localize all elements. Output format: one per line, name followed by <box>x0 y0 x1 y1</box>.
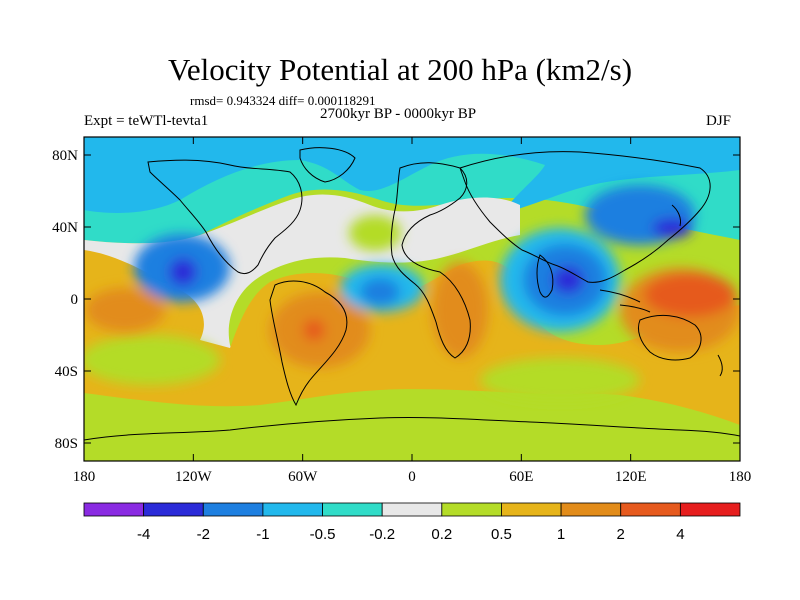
green-patch-south <box>480 358 640 402</box>
colorbar-swatch <box>560 502 622 517</box>
colorbar-label: -0.5 <box>310 526 336 543</box>
colorbar-swatch <box>83 502 145 517</box>
lat-tick-label: 0 <box>71 292 79 308</box>
coast-asia <box>459 151 711 283</box>
blob-east-pacific-orange <box>85 288 165 332</box>
coast-japan <box>671 204 681 227</box>
colorbar-label: 1 <box>557 526 565 543</box>
stats-text: rmsd= 0.943324 diff= 0.000118291 <box>190 93 376 108</box>
lat-tick-label: 40S <box>55 364 78 380</box>
coast-antarctica <box>84 416 740 441</box>
coast-maritime <box>599 289 651 313</box>
blob-japan-core <box>652 218 692 238</box>
blob-atlantic-blue <box>360 278 400 306</box>
colorbar: -4 -2 -1 -0.5 -0.2 0.2 0.5 1 2 4 <box>83 502 741 543</box>
coast-india <box>536 254 554 298</box>
lat-axis: 80N 40N 0 40S 80S <box>52 148 740 452</box>
colorbar-label: 0.2 <box>431 526 452 543</box>
colorbar-swatch <box>501 502 562 517</box>
colorbar-swatch <box>620 502 681 517</box>
colorbar-swatch <box>679 502 741 517</box>
plot-title: Velocity Potential at 200 hPa (km2/s) <box>167 52 633 87</box>
colorbar-label: 0.5 <box>491 526 512 543</box>
coast-south-america <box>269 280 348 407</box>
lon-axis: 180 120W 60W 0 60E 120E 180 <box>73 137 752 485</box>
lon-tick-label: 180 <box>729 469 752 485</box>
lon-tick-label: 120W <box>175 469 213 485</box>
colorbar-label: -1 <box>256 526 269 543</box>
coast-north-america <box>147 159 303 275</box>
colorbar-label: -2 <box>197 526 210 543</box>
lat-tick-label: 80N <box>52 148 78 164</box>
blob-indian-ocean-core <box>552 266 584 294</box>
colorbar-label: 4 <box>676 526 684 543</box>
lon-tick-label: 60W <box>288 469 318 485</box>
colorbar-label: 2 <box>617 526 625 543</box>
blob-west-pacific-red <box>644 273 736 317</box>
colorbar-swatch <box>381 502 443 517</box>
lat-tick-label: 40N <box>52 220 78 236</box>
colorbar-swatch <box>262 502 323 517</box>
lon-tick-label: 60E <box>509 469 533 485</box>
lon-tick-label: 180 <box>73 469 96 485</box>
coast-greenland <box>299 147 356 183</box>
colorbar-swatch <box>322 502 383 517</box>
lat-tick-label: 80S <box>55 436 78 452</box>
lon-tick-label: 0 <box>408 469 416 485</box>
colorbar-swatch <box>143 502 204 517</box>
lon-tick-label: 120E <box>615 469 647 485</box>
period-subtitle: 2700kyr BP - 0000kyr BP <box>320 106 477 122</box>
season-label: DJF <box>706 113 732 129</box>
blob-s-america-red <box>303 319 325 341</box>
green-patch-pacific <box>84 335 220 385</box>
contour-north-blue <box>84 137 740 215</box>
blob-s-africa-orange <box>432 262 488 358</box>
colorbar-label: -4 <box>137 526 150 543</box>
blob-ne-pacific-core <box>169 258 197 286</box>
blob-n-africa-green <box>349 215 401 251</box>
colorbar-swatch <box>441 502 502 517</box>
coastlines <box>84 147 740 441</box>
colorbar-swatch <box>202 502 264 517</box>
coast-new-zealand <box>717 354 723 377</box>
experiment-label: Expt = teWTl-tevta1 <box>84 113 209 129</box>
coast-australia <box>637 314 702 361</box>
field-layer <box>84 137 740 461</box>
coast-europe-africa <box>390 162 471 359</box>
colorbar-label: -0.2 <box>369 526 395 543</box>
